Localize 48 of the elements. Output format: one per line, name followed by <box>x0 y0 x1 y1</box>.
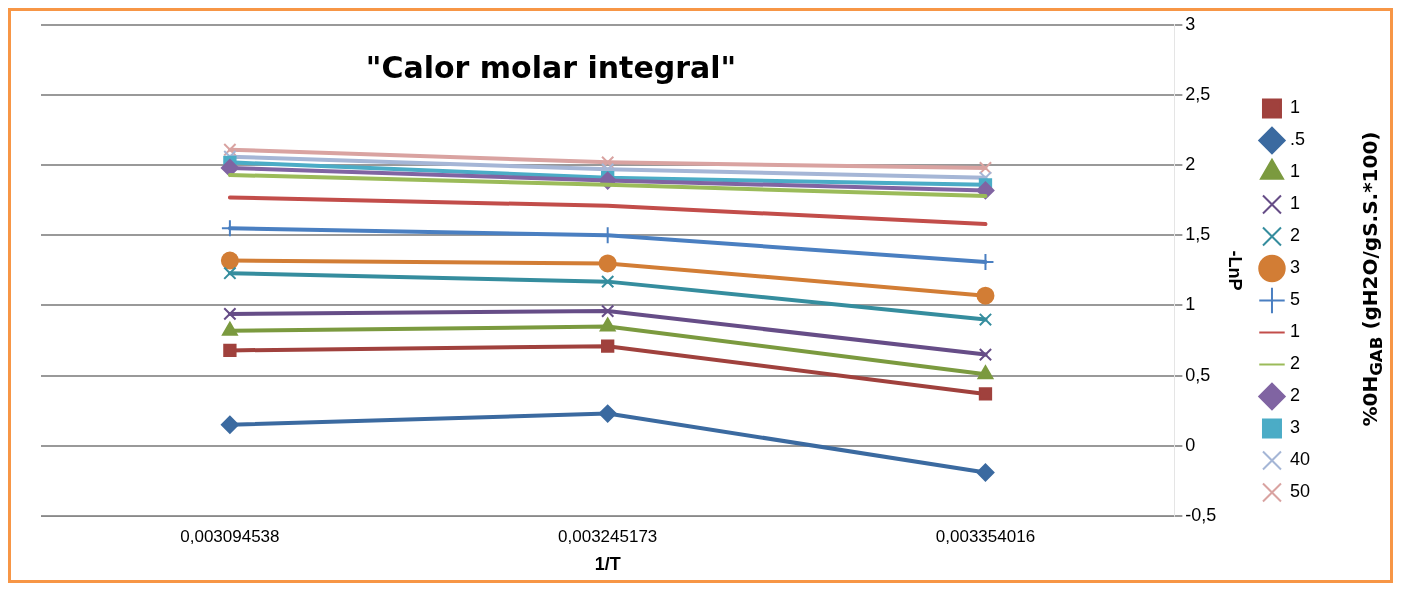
point <box>601 339 615 353</box>
x-axis-title: 1/T <box>594 554 621 575</box>
legend-label: 2 <box>1289 385 1300 406</box>
point <box>977 365 994 380</box>
point <box>978 347 993 362</box>
point <box>601 274 615 289</box>
point <box>598 404 617 423</box>
legend-label: 1 <box>1289 321 1300 342</box>
legend-label: 3 <box>1289 417 1300 438</box>
y-tick-label: 2 <box>1185 154 1196 175</box>
point <box>220 158 239 177</box>
x-tick-label: 0,003245173 <box>558 526 658 546</box>
legend-label: 1 <box>1289 193 1300 214</box>
y-tick-label: 3 <box>1185 13 1196 34</box>
legend-label: 5 <box>1289 289 1300 310</box>
point <box>978 387 993 401</box>
y-tick-label: -0,5 <box>1185 504 1217 525</box>
text: "Calor molar integral" <box>365 49 737 85</box>
legend-label: 1 <box>1289 97 1300 118</box>
point <box>220 251 239 270</box>
legend-label: 40 <box>1289 449 1311 470</box>
point <box>223 307 237 321</box>
point <box>601 304 615 318</box>
legend-label: 3 <box>1289 257 1300 278</box>
x-tick-label: 0,003354016 <box>935 526 1036 546</box>
point <box>976 463 995 482</box>
point <box>598 254 617 273</box>
y-tick-label: 2,5 <box>1185 83 1211 104</box>
y-tick-label: 0,5 <box>1185 364 1211 385</box>
point <box>223 143 237 157</box>
point <box>220 415 239 434</box>
legend-label: 50 <box>1289 481 1311 502</box>
point <box>223 266 237 280</box>
y-tick-label: 1 <box>1185 294 1196 315</box>
legend-label: 1 <box>1289 161 1300 182</box>
point <box>223 343 237 358</box>
y-tick-label: 1,5 <box>1185 224 1211 245</box>
point <box>978 161 993 175</box>
point <box>978 312 993 327</box>
y-tick-label: 0 <box>1185 434 1196 455</box>
point <box>976 286 995 305</box>
x-tick-label: 0,003094538 <box>180 526 280 546</box>
legend-label: .5 <box>1289 129 1305 150</box>
point <box>601 155 615 169</box>
y-axis-title: -LnP <box>1225 250 1246 291</box>
legend-label: 2 <box>1289 225 1300 246</box>
legend-label: 2 <box>1289 353 1300 374</box>
point <box>599 317 616 332</box>
